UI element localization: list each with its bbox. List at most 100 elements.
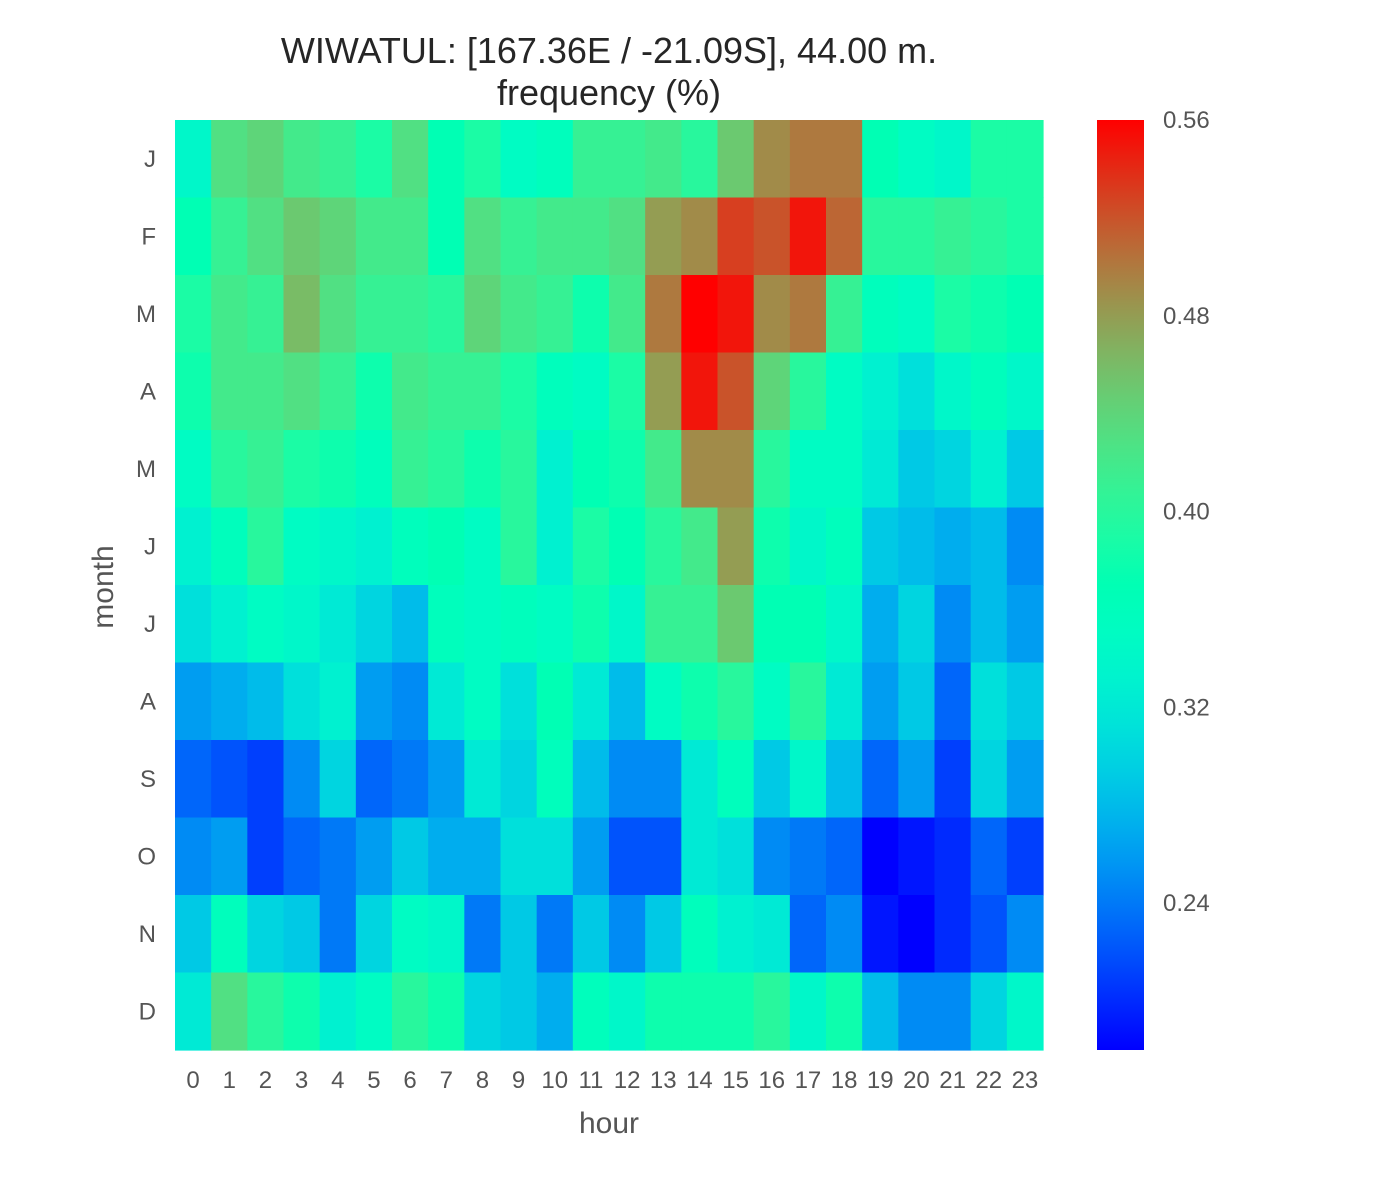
y-tick-label: J	[144, 533, 156, 560]
heatmap-cell	[211, 275, 248, 354]
heatmap-cell	[536, 430, 574, 509]
heatmap-cell	[934, 430, 972, 509]
heatmap-cell	[464, 895, 502, 974]
heatmap-cell	[862, 352, 899, 431]
y-tick-label: M	[136, 456, 156, 483]
heatmap-cell	[1006, 817, 1044, 896]
heatmap-cell	[717, 120, 755, 199]
heatmap-cell	[934, 817, 972, 896]
colorbar-tick-label: 0.24	[1163, 890, 1210, 917]
heatmap-cell	[826, 120, 863, 199]
heatmap-cell	[898, 430, 936, 509]
heatmap-cell	[970, 895, 1008, 974]
y-tick-label: A	[140, 378, 156, 405]
heatmap-cell	[355, 817, 393, 896]
x-tick-label: 22	[975, 1067, 1002, 1094]
heatmap-cell	[319, 740, 357, 819]
heatmap-cell	[572, 120, 610, 199]
heatmap-cell	[464, 507, 502, 586]
heatmap-cell	[717, 740, 755, 819]
heatmap-cell	[826, 585, 863, 664]
heatmap-cell	[572, 585, 610, 664]
x-tick-label: 18	[831, 1067, 858, 1094]
heatmap-cell	[970, 507, 1008, 586]
x-tick-label: 21	[939, 1067, 966, 1094]
heatmap-cell	[319, 430, 357, 509]
heatmap-cell	[789, 817, 827, 896]
heatmap-cell	[355, 972, 393, 1051]
heatmap-cell	[934, 585, 972, 664]
heatmap-cell	[898, 352, 936, 431]
heatmap-cell	[753, 275, 791, 354]
heatmap-cell	[211, 817, 248, 896]
heatmap-cell	[934, 972, 972, 1051]
heatmap-cell	[211, 352, 248, 431]
heatmap-cell	[645, 662, 682, 741]
heatmap-cell	[970, 585, 1008, 664]
heatmap-cell	[247, 662, 285, 741]
x-tick-label: 11	[578, 1067, 603, 1094]
heatmap-cell	[789, 275, 827, 354]
heatmap-cell	[645, 972, 682, 1051]
heatmap-cell	[645, 585, 682, 664]
heatmap-cell	[392, 352, 429, 431]
heatmap-cell	[645, 197, 682, 276]
heatmap-cell	[717, 585, 755, 664]
heatmap-cell	[283, 430, 321, 509]
x-tick-label: 3	[295, 1067, 308, 1094]
x-axis-ticks: 0 1 2 3 4 5 6 7 8 9 10 11 12 13 14 15 16 17 18 19 20 21 22 23	[186, 1067, 1038, 1094]
heatmap-cell	[572, 740, 610, 819]
heatmap-cell	[175, 662, 212, 741]
heatmap-cell	[175, 275, 212, 354]
x-tick-label: 14	[686, 1067, 713, 1094]
heatmap-cell	[500, 275, 538, 354]
heatmap-cell	[428, 817, 465, 896]
heatmap-cell	[826, 895, 863, 974]
heatmap-cell	[789, 585, 827, 664]
heatmap-cell	[826, 197, 863, 276]
heatmap-cell	[428, 120, 465, 199]
heatmap-cell	[283, 972, 321, 1051]
heatmap-cell	[753, 197, 791, 276]
heatmap-cell	[536, 507, 574, 586]
heatmap-cell	[428, 275, 465, 354]
heatmap-cell	[392, 275, 429, 354]
heatmap-cell	[789, 972, 827, 1051]
heatmap-cell	[1006, 972, 1044, 1051]
heatmap-cell	[970, 197, 1008, 276]
heatmap-cell	[536, 585, 574, 664]
heatmap-cell	[681, 430, 719, 509]
heatmap-cell	[355, 585, 393, 664]
heatmap-cell	[970, 740, 1008, 819]
heatmap-cell	[536, 895, 574, 974]
heatmap-cell	[428, 662, 465, 741]
x-tick-label: 19	[867, 1067, 894, 1094]
heatmap-cell	[753, 817, 791, 896]
heatmap-cell	[536, 662, 574, 741]
heatmap-cell	[934, 740, 972, 819]
heatmap-cell	[247, 275, 285, 354]
heatmap-cell	[319, 817, 357, 896]
heatmap-cell	[392, 197, 429, 276]
heatmap-cell	[970, 817, 1008, 896]
heatmap-cell	[247, 120, 285, 199]
heatmap-cell	[1006, 507, 1044, 586]
heatmap-cell	[536, 275, 574, 354]
heatmap-cell	[392, 740, 429, 819]
heatmap-cell	[934, 895, 972, 974]
heatmap-cell	[826, 352, 863, 431]
heatmap-cell	[826, 275, 863, 354]
heatmap-cell	[645, 817, 682, 896]
heatmap-cell	[283, 120, 321, 199]
heatmap-cell	[934, 352, 972, 431]
heatmap-cell	[826, 972, 863, 1051]
heatmap-cell	[283, 662, 321, 741]
heatmap-cell	[717, 662, 755, 741]
colorbar-tick-label: 0.56	[1163, 107, 1210, 134]
y-tick-label: M	[136, 301, 156, 328]
heatmap-cell	[572, 662, 610, 741]
heatmap-cell	[753, 352, 791, 431]
heatmap-cell	[319, 507, 357, 586]
heatmap-cell	[464, 430, 502, 509]
heatmap-cell	[392, 430, 429, 509]
